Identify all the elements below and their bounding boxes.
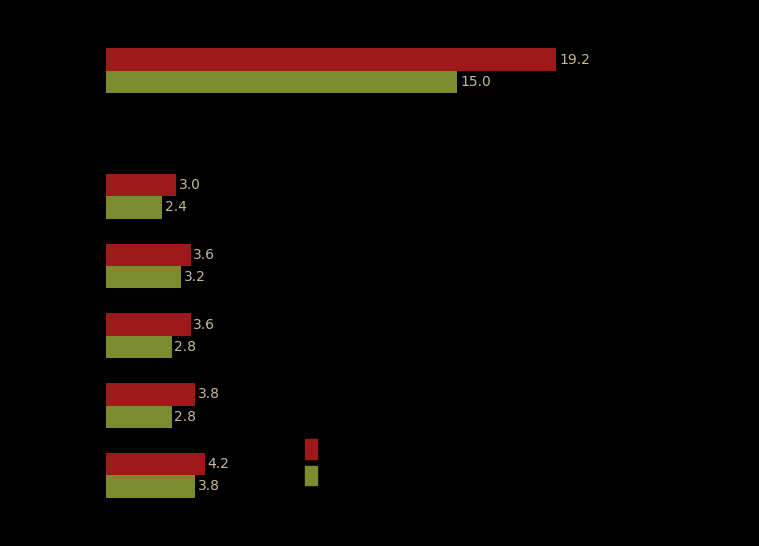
Bar — [106, 406, 172, 428]
Bar — [106, 383, 195, 406]
Text: 19.2: 19.2 — [559, 52, 590, 67]
Text: 2.8: 2.8 — [174, 340, 196, 354]
Bar — [106, 70, 457, 93]
Bar — [106, 174, 176, 196]
Text: 4.2: 4.2 — [207, 457, 228, 471]
Bar — [106, 336, 172, 358]
Text: 2.4: 2.4 — [165, 200, 187, 215]
Bar — [106, 196, 162, 218]
Text: 3.6: 3.6 — [193, 248, 215, 262]
Text: 3.8: 3.8 — [197, 479, 219, 494]
Bar — [305, 439, 317, 459]
Text: 15.0: 15.0 — [461, 75, 492, 89]
Bar — [106, 453, 205, 476]
Bar — [106, 244, 191, 266]
Bar — [106, 49, 556, 70]
Text: 2.8: 2.8 — [174, 410, 196, 424]
Bar — [106, 313, 191, 336]
Bar — [106, 476, 195, 497]
Text: 3.6: 3.6 — [193, 318, 215, 331]
Text: 3.2: 3.2 — [184, 270, 206, 284]
Text: 3.0: 3.0 — [179, 178, 200, 192]
Bar — [305, 466, 317, 485]
Text: 3.8: 3.8 — [197, 388, 219, 401]
Bar — [106, 266, 181, 288]
